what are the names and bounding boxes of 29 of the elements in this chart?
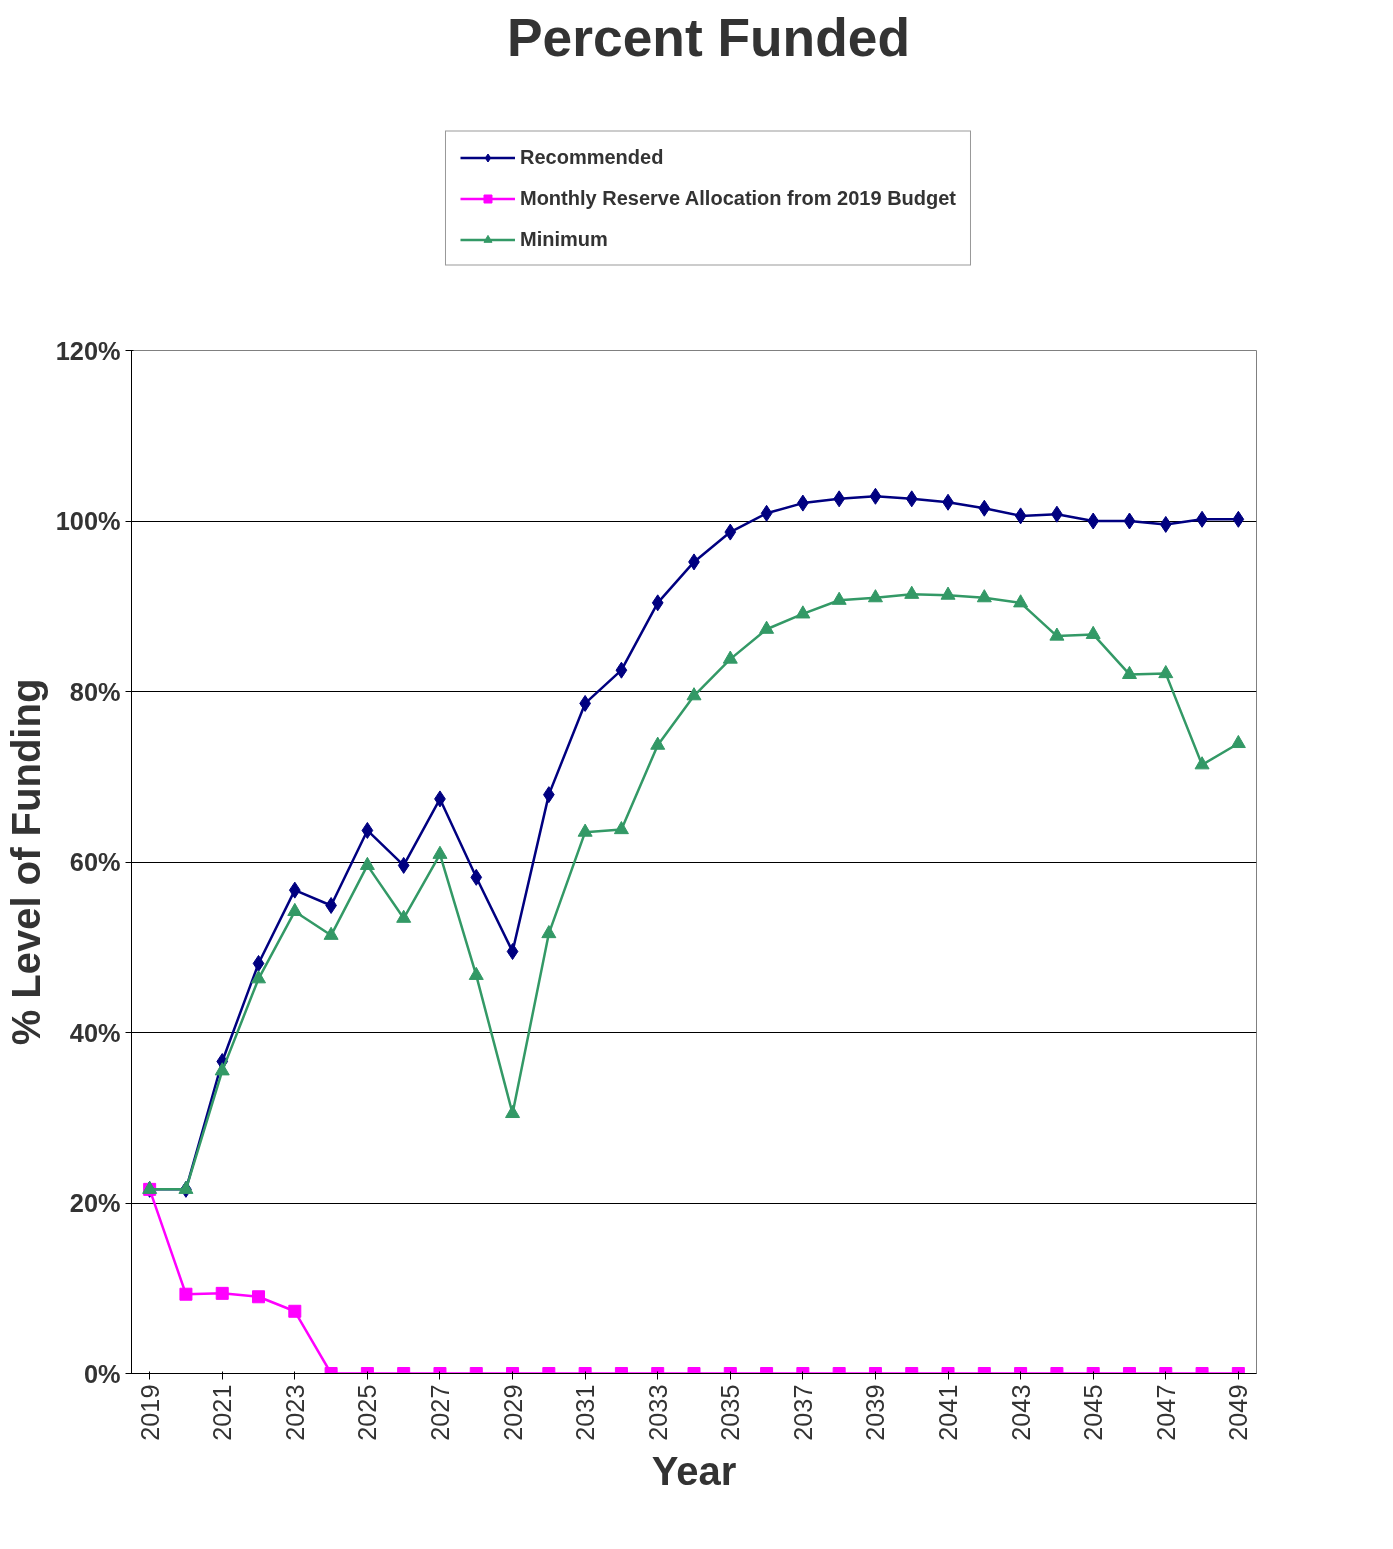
y-tick-label: 40% [69, 1018, 121, 1047]
x-tick-label: 2045 [1079, 1384, 1108, 1441]
x-tick-label: 2025 [353, 1384, 382, 1441]
y-tick-label: 60% [69, 848, 121, 876]
x-tick-label: 2041 [934, 1384, 963, 1441]
y-tick-label: 80% [69, 677, 121, 706]
y-axis-title: % Level of Funding [3, 678, 48, 1046]
legend-label: Recommended [519, 145, 664, 169]
y-tick-label: 20% [69, 1189, 121, 1217]
x-tick-label: 2027 [425, 1384, 454, 1441]
legend-label: Minimum [519, 227, 608, 251]
x-tick-label: 2023 [280, 1384, 309, 1441]
x-tick-label: 2049 [1224, 1384, 1253, 1441]
x-tick-label: 2019 [135, 1384, 164, 1441]
x-tick-label: 2037 [788, 1384, 817, 1441]
y-tick-label: 0% [83, 1359, 121, 1388]
x-tick-label: 2043 [1006, 1384, 1035, 1441]
x-tick-label: 2035 [716, 1384, 745, 1441]
x-tick-label: 2021 [208, 1384, 237, 1441]
legend-label: Monthly Reserve Allocation from 2019 Budget [519, 186, 957, 210]
x-axis-title: Year [651, 1448, 737, 1493]
x-tick-label: 2047 [1151, 1384, 1180, 1441]
x-tick-label: 2031 [571, 1384, 600, 1441]
y-tick-label: 100% [55, 507, 121, 535]
y-tick-label: 120% [55, 336, 121, 365]
x-tick-label: 2039 [861, 1384, 890, 1441]
x-tick-label: 2033 [643, 1384, 672, 1441]
chart-title: Percent Funded [507, 7, 910, 67]
x-tick-label: 2029 [498, 1384, 527, 1441]
